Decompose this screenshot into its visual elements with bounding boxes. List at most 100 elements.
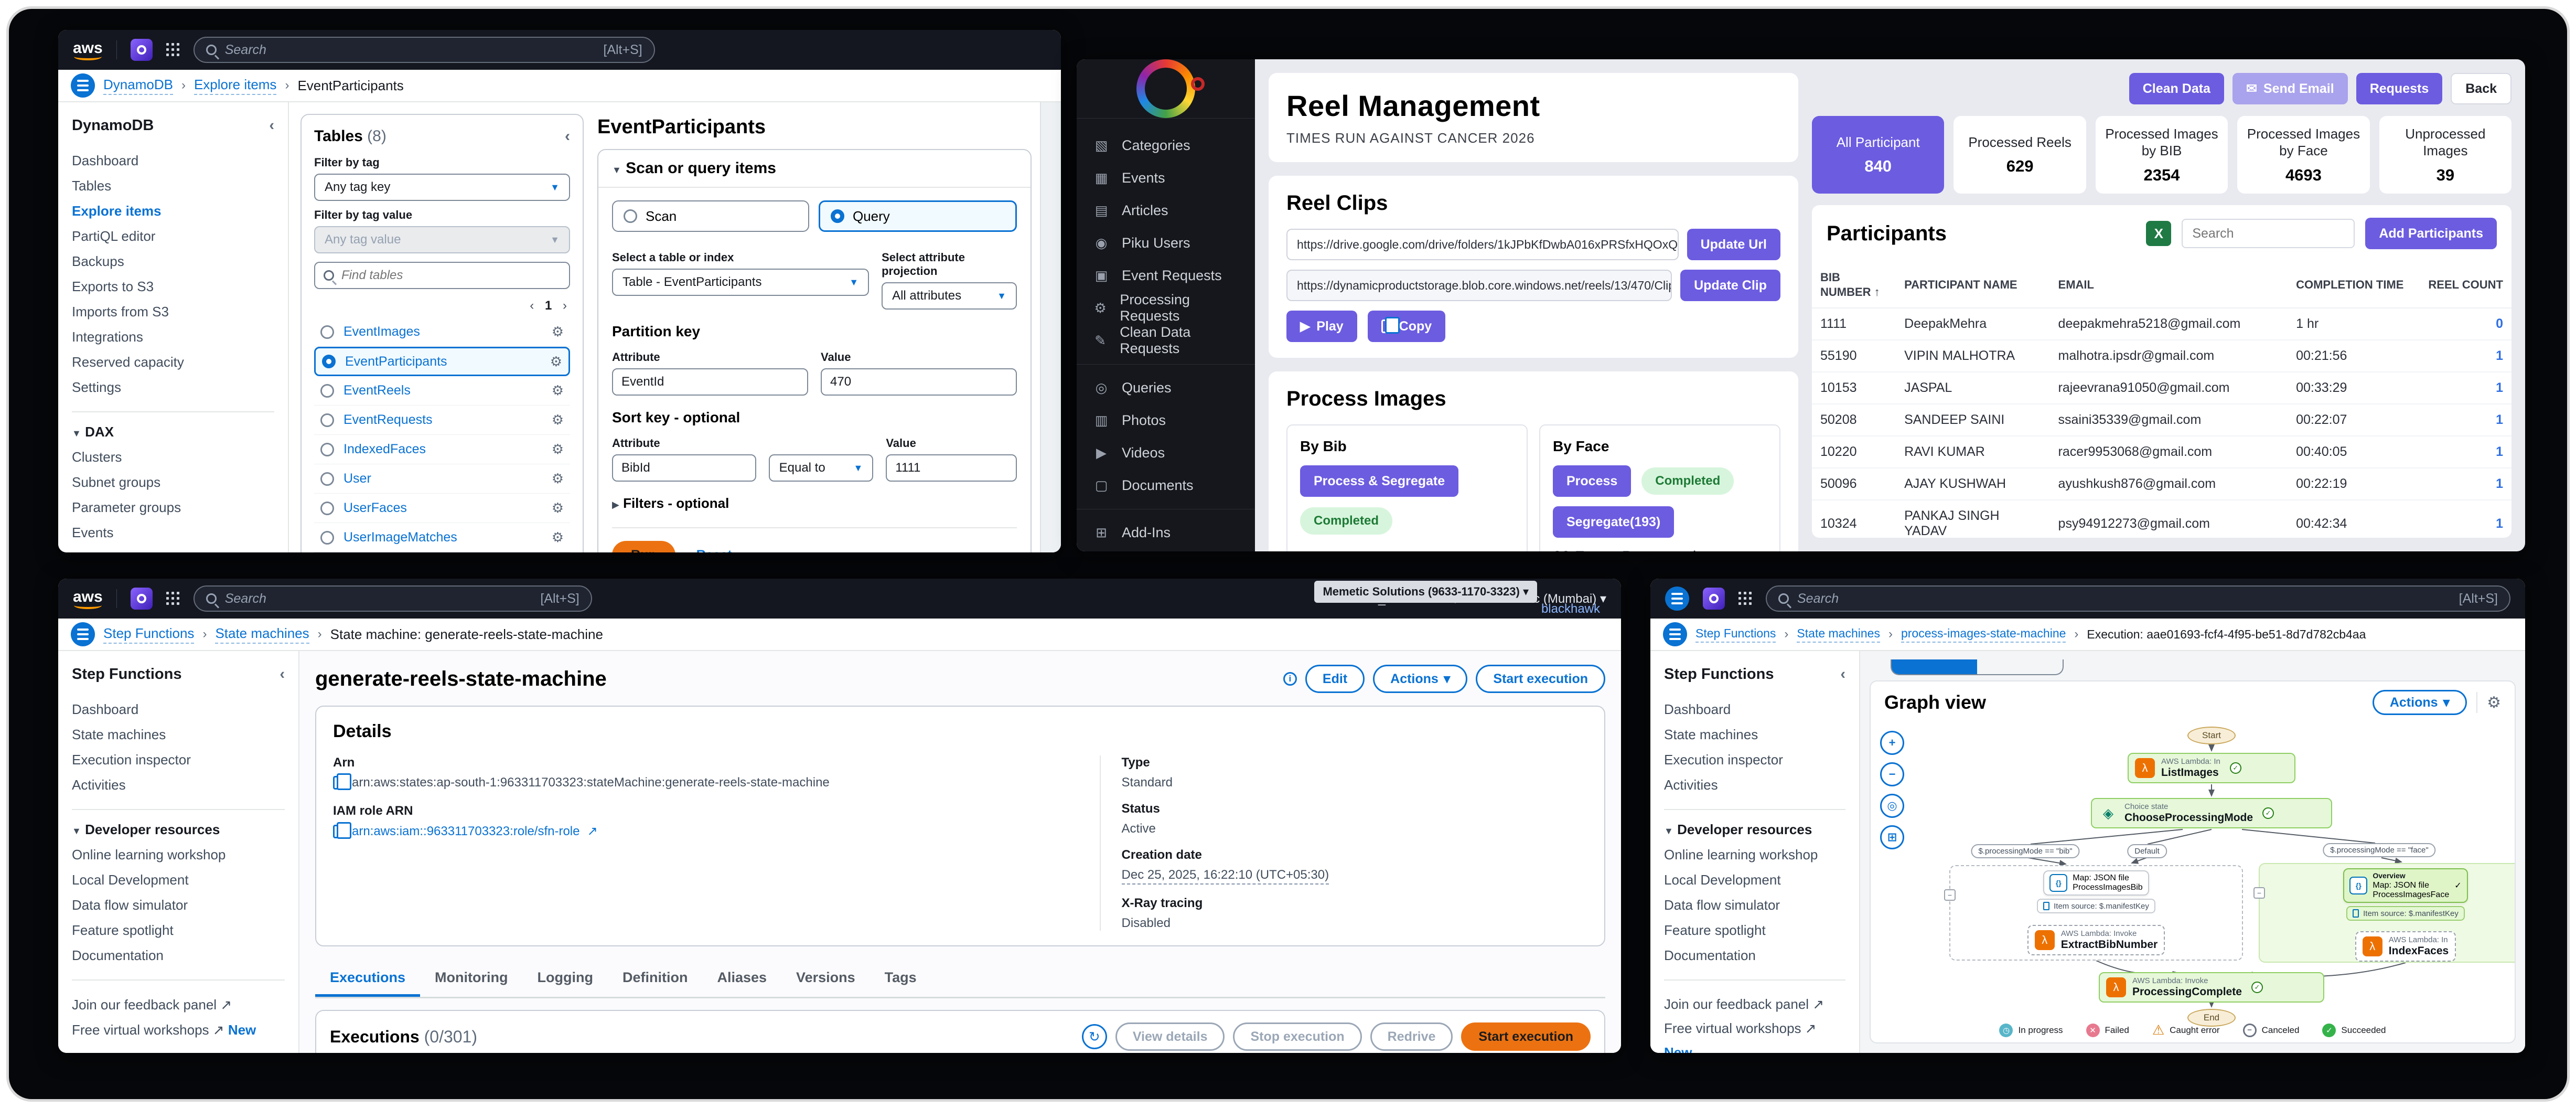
iam-role-link[interactable]: arn:aws:iam::963311703323:role/sfn-role: [352, 824, 580, 838]
cell-reel-count[interactable]: 1: [2413, 340, 2511, 372]
breadcrumb-state-machines[interactable]: State machines: [1797, 626, 1880, 643]
participant-row[interactable]: 50096 AJAY KUSHWAH ayushkush876@gmail.co…: [1812, 468, 2511, 500]
gear-icon[interactable]: ⚙: [551, 412, 564, 428]
tables-pagination[interactable]: ‹ 1 ›: [530, 299, 567, 313]
center-graph-button[interactable]: ◎: [1880, 794, 1904, 818]
reset-button[interactable]: Reset: [696, 548, 732, 553]
processimagesface-node[interactable]: {} Overview Map: JSON file ProcessImagesFa…: [2343, 868, 2468, 903]
sidebar-item[interactable]: Integrations: [72, 329, 143, 345]
services-grid-icon[interactable]: [166, 592, 180, 605]
pk-value-input[interactable]: 470: [821, 368, 1017, 396]
view-details-button[interactable]: View details: [1115, 1022, 1225, 1051]
dev-resource-item[interactable]: Documentation: [72, 947, 164, 963]
cell-reel-count[interactable]: 1: [2413, 436, 2511, 468]
reel-menu-item[interactable]: ◎ Queries: [1077, 364, 1255, 404]
col-reel-count[interactable]: REEL COUNT: [2413, 262, 2511, 308]
table-name[interactable]: User: [344, 471, 371, 486]
attribute-projection-select[interactable]: All attributes ▼: [882, 282, 1017, 310]
find-tables-input[interactable]: [341, 268, 561, 283]
reel-menu-item[interactable]: ▤ Articles: [1077, 194, 1255, 227]
dynamodb-app-icon[interactable]: [130, 39, 153, 61]
reel-menu-item[interactable]: ◉ Piku Users: [1077, 227, 1255, 259]
dev-resource-item[interactable]: Local Development: [72, 872, 189, 888]
extractbibnumber-node[interactable]: λ AWS Lambda: Invoke ExtractBibNumber: [2027, 925, 2165, 955]
table-list-item[interactable]: EventRequests ⚙: [314, 406, 570, 435]
gear-icon[interactable]: ⚙: [551, 382, 564, 398]
reel-menu-item[interactable]: ▧ Categories: [1077, 129, 1255, 162]
play-button[interactable]: ▶ Play: [1286, 311, 1357, 342]
processimagesbib-node[interactable]: {} Map: JSON file ProcessImagesBib: [2043, 870, 2149, 896]
cell-reel-count[interactable]: 1: [2413, 372, 2511, 404]
nav-menu-icon[interactable]: [71, 622, 95, 646]
breadcrumb-state-machines[interactable]: State machines: [215, 625, 309, 644]
table-name[interactable]: UserFaces: [344, 500, 407, 515]
dev-resource-item[interactable]: Data flow simulator: [1664, 897, 1780, 913]
nav-menu-icon[interactable]: [1663, 622, 1687, 646]
scan-option[interactable]: Scan: [612, 200, 809, 232]
table-list-item[interactable]: UserFaces ⚙: [314, 494, 570, 523]
processingcomplete-node[interactable]: λ AWS Lambda: Invoke ProcessingComplete ✓: [2099, 972, 2324, 1003]
table-name[interactable]: EventRequests: [344, 412, 433, 427]
sidebar-item[interactable]: Activities: [72, 777, 126, 793]
dev-resource-item[interactable]: Feature spotlight: [72, 922, 174, 938]
info-icon[interactable]: i: [1283, 672, 1297, 686]
breadcrumb-step-functions[interactable]: Step Functions: [1695, 626, 1776, 643]
sidebar-item[interactable]: Activities: [1664, 777, 1718, 793]
stat-card[interactable]: Processed Reels 629: [1954, 116, 2086, 194]
reel-menu-item[interactable]: ▥ Photos: [1077, 404, 1255, 436]
sk-attribute-input[interactable]: BibId: [612, 454, 756, 482]
sidebar-item[interactable]: Execution inspector: [72, 752, 191, 768]
tab[interactable]: Monitoring: [435, 970, 508, 985]
stat-card[interactable]: All Participant 840: [1812, 116, 1945, 194]
table-radio[interactable]: [320, 325, 334, 339]
table-list-item[interactable]: UserImageMatches ⚙: [314, 523, 570, 552]
graph-view-tab[interactable]: [1892, 659, 1977, 674]
sidebar-dax-item[interactable]: Events: [72, 525, 114, 540]
services-grid-icon[interactable]: [1738, 592, 1752, 605]
sidebar-dax-group[interactable]: DAX: [85, 424, 114, 440]
view-mode-tabs[interactable]: [1891, 659, 2064, 675]
sidebar-item[interactable]: Dashboard: [72, 701, 139, 717]
scroll-gutter[interactable]: [1040, 102, 1061, 552]
cell-reel-count[interactable]: 1: [2413, 500, 2511, 538]
filter-tag-value-select[interactable]: Any tag value ▼: [314, 226, 570, 253]
graph-actions-dropdown[interactable]: Actions ▾: [2372, 690, 2467, 715]
reel-menu-item[interactable]: ▣ Event Requests: [1077, 259, 1255, 292]
table-radio[interactable]: [320, 530, 334, 545]
indexfaces-node[interactable]: λ AWS Lambda: In IndexFaces: [2355, 931, 2456, 962]
send-email-button[interactable]: ✉ Send Email: [2232, 73, 2348, 104]
clean-data-button[interactable]: Clean Data: [2129, 73, 2224, 104]
dev-resource-item[interactable]: Data flow simulator: [72, 897, 188, 913]
aws-logo-icon[interactable]: aws: [73, 39, 103, 60]
tab[interactable]: Logging: [537, 970, 593, 985]
step-functions-app-icon[interactable]: [130, 588, 153, 610]
table-list-item[interactable]: EventImages ⚙: [314, 317, 570, 347]
listimages-node[interactable]: λ AWS Lambda: In ListImages ✓: [2128, 753, 2295, 783]
requests-button[interactable]: Requests: [2356, 73, 2443, 104]
table-radio[interactable]: [322, 355, 336, 368]
collapse-sidebar-icon[interactable]: ‹: [269, 117, 274, 134]
col-completion-time[interactable]: COMPLETION TIME: [2288, 262, 2414, 308]
refresh-button[interactable]: ↻: [1081, 1024, 1107, 1049]
pk-attribute-input[interactable]: EventId: [612, 368, 808, 396]
breadcrumb-explore-items[interactable]: Explore items: [194, 77, 277, 95]
sk-value-input[interactable]: 1111: [886, 454, 1017, 482]
dev-resource-item[interactable]: Online learning workshop: [72, 847, 226, 862]
participants-search-input[interactable]: [2182, 219, 2355, 248]
drive-url-input[interactable]: https://drive.google.com/drive/folders/1…: [1286, 229, 1679, 260]
collapse-tables-icon[interactable]: ‹: [565, 127, 570, 145]
console-search-input[interactable]: Search [Alt+S]: [193, 585, 592, 612]
gear-icon[interactable]: ⚙: [551, 500, 564, 516]
table-name[interactable]: EventParticipants: [345, 354, 447, 369]
sidebar-item[interactable]: Backups: [72, 253, 124, 269]
table-name[interactable]: EventImages: [344, 324, 420, 339]
sk-condition-select[interactable]: Equal to ▼: [768, 454, 874, 482]
sidebar-dax-item[interactable]: Subnet groups: [72, 474, 161, 490]
stat-card[interactable]: Processed Images by BIB 2354: [2095, 116, 2228, 194]
fit-view-button[interactable]: ⊞: [1880, 825, 1904, 849]
table-list-item[interactable]: IndexedFaces ⚙: [314, 435, 570, 464]
breadcrumb-step-functions[interactable]: Step Functions: [103, 625, 195, 644]
dev-resource-item[interactable]: Local Development: [1664, 872, 1781, 888]
sidebar-item[interactable]: Imports from S3: [72, 304, 169, 319]
participant-row[interactable]: 10153 JASPAL rajeevrana91050@gmail.com 0…: [1812, 372, 2511, 404]
